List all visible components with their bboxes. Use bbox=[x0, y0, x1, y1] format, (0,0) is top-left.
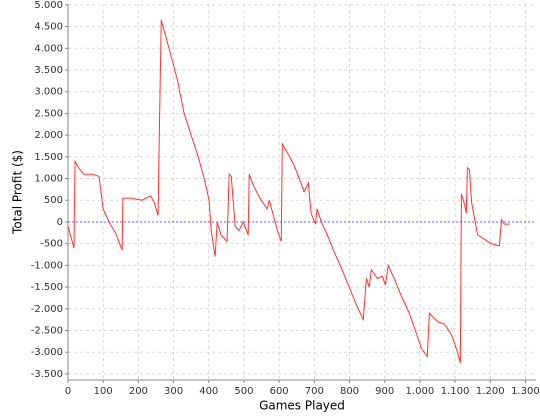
x-axis-title: Games Played bbox=[259, 399, 345, 413]
y-tick-label: -3.500 bbox=[31, 369, 63, 380]
y-tick-label: 5.000 bbox=[34, 0, 63, 11]
y-tick-label: -2.000 bbox=[31, 304, 63, 315]
x-tick-label: 300 bbox=[164, 386, 183, 397]
y-tick-label: 3.000 bbox=[34, 87, 63, 98]
x-tick-label: 500 bbox=[234, 386, 253, 397]
y-tick-label: 2.500 bbox=[34, 108, 63, 119]
y-axis-title: Total Profit ($) bbox=[11, 150, 25, 235]
x-tick-label: 700 bbox=[305, 386, 324, 397]
x-tick-label: 100 bbox=[94, 386, 113, 397]
x-tick-label: 1.100 bbox=[441, 386, 470, 397]
y-tick-label: 1.000 bbox=[34, 174, 63, 185]
y-tick-label: 1.500 bbox=[34, 152, 63, 163]
y-tick-label: 2.000 bbox=[34, 130, 63, 141]
x-tick-label: 400 bbox=[199, 386, 218, 397]
x-tick-label: 900 bbox=[375, 386, 394, 397]
x-tick-label: 0 bbox=[65, 386, 71, 397]
y-tick-label: -1.500 bbox=[31, 282, 63, 293]
y-tick-label: -500 bbox=[40, 239, 63, 250]
y-tick-label: 500 bbox=[44, 195, 63, 206]
x-tick-label: 800 bbox=[340, 386, 359, 397]
x-tick-label: 1.300 bbox=[511, 386, 540, 397]
y-tick-label: 4.500 bbox=[34, 22, 63, 33]
x-tick-label: 600 bbox=[270, 386, 289, 397]
y-tick-label: -2.500 bbox=[31, 326, 63, 337]
profit-line bbox=[67, 19, 510, 364]
y-tick-label: 3.500 bbox=[34, 65, 63, 76]
x-tick-label: 200 bbox=[129, 386, 148, 397]
y-tick-label: 0 bbox=[57, 217, 63, 228]
x-tick-label: 1.000 bbox=[406, 386, 435, 397]
y-tick-label: -1.000 bbox=[31, 260, 63, 271]
y-tick-label: -3.000 bbox=[31, 347, 63, 358]
x-tick-label: 1.200 bbox=[476, 386, 505, 397]
y-tick-label: 4.000 bbox=[34, 43, 63, 54]
